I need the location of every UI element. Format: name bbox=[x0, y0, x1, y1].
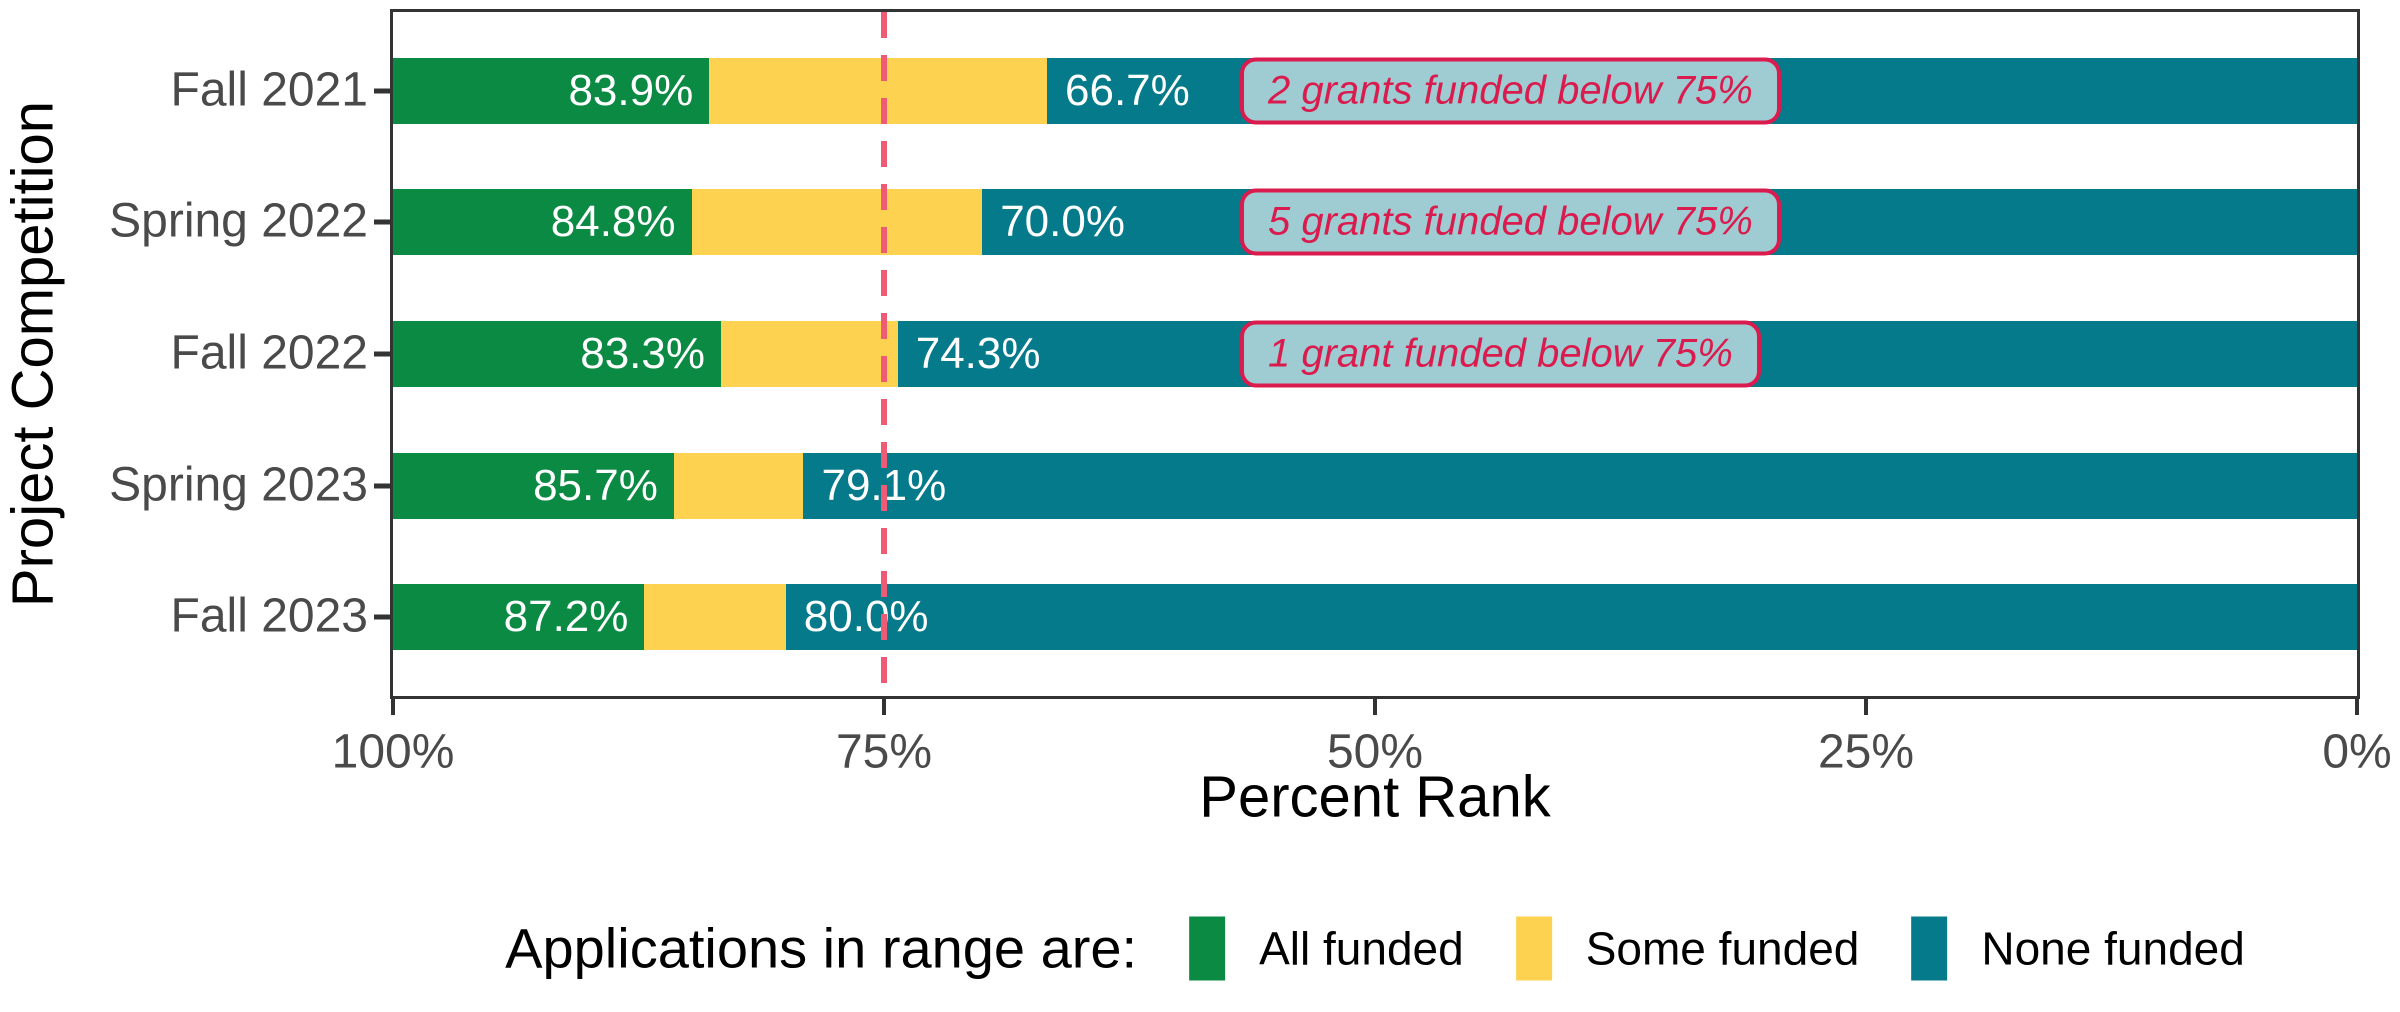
legend-item-label: All funded bbox=[1259, 922, 1464, 974]
x-axis-title: Percent Rank bbox=[1199, 764, 1551, 830]
segment-all-funded bbox=[393, 584, 645, 651]
y-tick-label: Fall 2022 bbox=[170, 326, 368, 380]
x-tick-mark bbox=[1864, 699, 1868, 715]
none-funded-value-label: 74.3% bbox=[915, 329, 1041, 378]
reference-line-75 bbox=[881, 12, 887, 696]
x-tick-label: 0% bbox=[2322, 725, 2392, 779]
segment-some-funded bbox=[691, 189, 983, 256]
legend-item-label: Some funded bbox=[1585, 922, 1860, 974]
y-axis-title: Project Competition bbox=[0, 100, 66, 608]
legend-item: Some funded bbox=[1515, 916, 1860, 980]
segment-all-funded bbox=[393, 321, 721, 387]
segment-all-funded bbox=[393, 452, 674, 519]
segment-some-funded bbox=[644, 584, 786, 651]
x-tick-mark bbox=[391, 699, 395, 715]
y-tick-mark bbox=[374, 614, 393, 620]
x-tick-mark bbox=[882, 699, 886, 715]
bar-row: 87.2% 80.0% bbox=[393, 584, 2357, 651]
all-funded-value-label: 87.2% bbox=[503, 592, 629, 642]
x-tick-label: 75% bbox=[835, 725, 933, 779]
all-funded-value-label: 83.9% bbox=[568, 65, 694, 115]
y-tick-label: Fall 2023 bbox=[170, 589, 368, 643]
y-tick-mark bbox=[374, 88, 393, 94]
y-tick-label: Spring 2023 bbox=[109, 457, 368, 511]
none-funded-value-label: 70.0% bbox=[1000, 197, 1125, 247]
all-funded-value-label: 84.8% bbox=[550, 197, 676, 247]
all-funded-value-label: 85.7% bbox=[533, 460, 658, 510]
y-tick-mark bbox=[374, 483, 393, 489]
legend-item: All funded bbox=[1189, 916, 1464, 980]
legend: Applications in range are: All funded Som… bbox=[505, 916, 2245, 981]
legend-swatch bbox=[1189, 916, 1226, 980]
segment-some-funded bbox=[720, 321, 898, 387]
none-funded-value-label: 80.0% bbox=[803, 592, 929, 642]
plot-panel: 83.9% 66.7% 2 grants funded below 75% 84.8%… bbox=[390, 9, 2360, 699]
y-tick-label: Spring 2022 bbox=[109, 194, 368, 248]
x-tick-mark bbox=[1373, 699, 1377, 715]
legend-swatch bbox=[1911, 916, 1948, 980]
segment-some-funded bbox=[709, 57, 1047, 124]
legend-item-label: None funded bbox=[1981, 922, 2245, 974]
bar-row: 85.7%79.1% bbox=[393, 452, 2357, 519]
annotation-box: 1 grant funded below 75% bbox=[1240, 320, 1761, 388]
x-tick-label: 50% bbox=[1326, 725, 1424, 779]
segment-some-funded bbox=[673, 452, 804, 519]
y-tick-mark bbox=[374, 351, 393, 357]
annotation-box: 2 grants funded below 75% bbox=[1240, 57, 1781, 125]
all-funded-value-label: 83.3% bbox=[580, 329, 705, 378]
segment-none-funded bbox=[785, 584, 2357, 651]
y-tick-label: Fall 2021 bbox=[170, 63, 368, 117]
annotation-box: 5 grants funded below 75% bbox=[1240, 188, 1781, 256]
segment-all-funded bbox=[393, 57, 710, 124]
x-tick-label: 25% bbox=[1817, 725, 1915, 779]
x-tick-label: 100% bbox=[331, 725, 455, 779]
legend-title: Applications in range are: bbox=[505, 916, 1138, 980]
none-funded-value-label: 66.7% bbox=[1065, 65, 1190, 115]
x-tick-mark bbox=[2355, 699, 2359, 715]
segment-none-funded bbox=[803, 452, 2357, 519]
y-tick-mark bbox=[374, 219, 393, 225]
legend-swatch bbox=[1515, 916, 1552, 980]
segment-all-funded bbox=[393, 189, 692, 256]
legend-item: None funded bbox=[1911, 916, 2245, 980]
